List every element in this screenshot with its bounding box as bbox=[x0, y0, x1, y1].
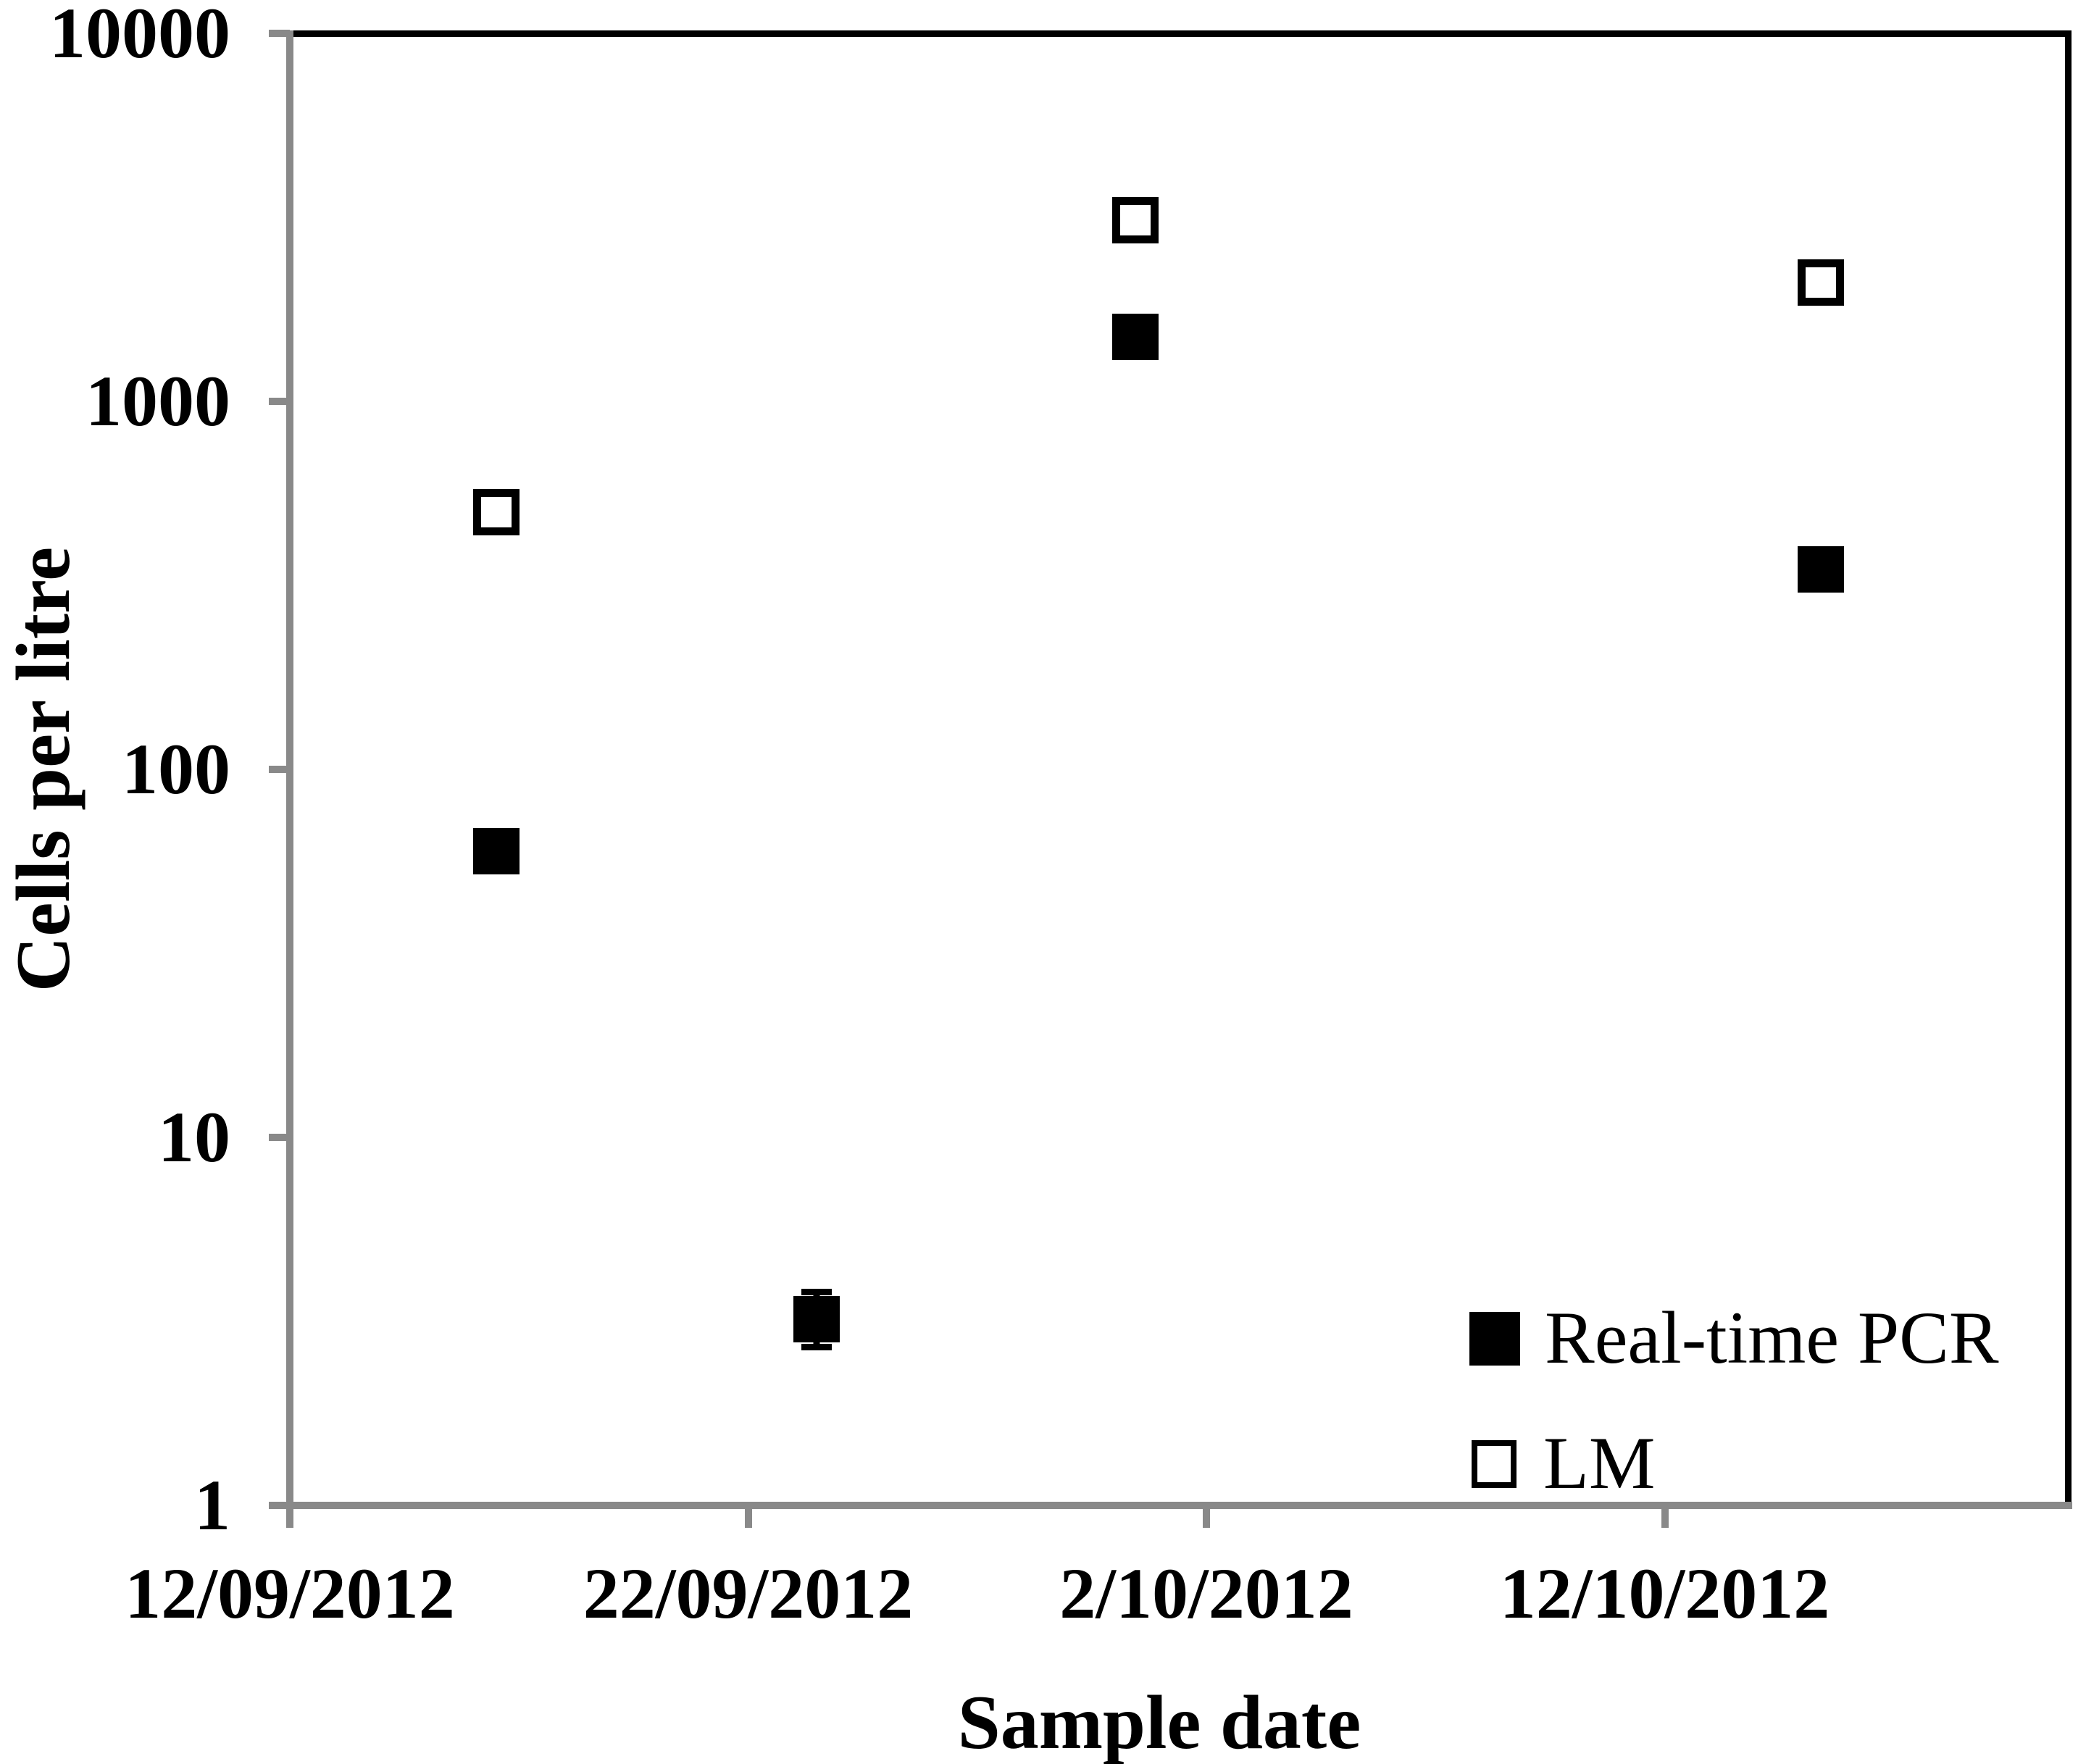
y-tick-label-10: 10 bbox=[158, 1097, 230, 1177]
legend-label-lm: LM bbox=[1543, 1422, 1656, 1505]
y-tick-label-100: 100 bbox=[122, 729, 230, 809]
y-tick-10000 bbox=[269, 30, 290, 37]
y-tick-10 bbox=[269, 1134, 290, 1141]
legend-item-real-time-pcr: Real-time PCR bbox=[1469, 1301, 1999, 1376]
y-tick-label-1: 1 bbox=[194, 1465, 230, 1545]
y-axis-line bbox=[286, 30, 293, 1527]
x-axis-line bbox=[286, 1502, 2072, 1509]
data-point-real-time-pcr-2 bbox=[793, 1296, 840, 1343]
x-tick-1 bbox=[286, 1509, 293, 1528]
data-point-lm-2 bbox=[1111, 197, 1159, 244]
filled-square-icon bbox=[1469, 1311, 1520, 1366]
x-tick-3 bbox=[1203, 1509, 1210, 1528]
y-axis-title: Cells per litre bbox=[1, 546, 85, 992]
y-tick-1 bbox=[269, 1502, 290, 1509]
legend-label-real-time-pcr: Real-time PCR bbox=[1545, 1297, 1999, 1379]
x-tick-label-3: 2/10/2012 bbox=[1059, 1553, 1353, 1634]
x-axis-title: Sample date bbox=[957, 1680, 1361, 1764]
x-tick-label-1: 12/09/2012 bbox=[125, 1553, 455, 1634]
error-bar-cap-top bbox=[801, 1289, 833, 1296]
data-point-lm-3 bbox=[1797, 259, 1844, 306]
data-point-real-time-pcr-1 bbox=[472, 827, 520, 874]
error-bar-cap-bottom bbox=[801, 1343, 833, 1350]
plot-right-border bbox=[2065, 30, 2072, 1505]
data-point-real-time-pcr-3 bbox=[1111, 313, 1159, 360]
y-tick-label-1000: 1000 bbox=[85, 361, 230, 441]
x-tick-label-4: 12/10/2012 bbox=[1499, 1553, 1830, 1634]
legend-item-lm: LM bbox=[1469, 1426, 1999, 1501]
legend: Real-time PCR LM bbox=[1469, 1301, 1999, 1501]
plot-top-border bbox=[290, 30, 2071, 37]
x-tick-label-2: 22/09/2012 bbox=[583, 1553, 914, 1634]
y-tick-100 bbox=[269, 766, 290, 773]
x-tick-4 bbox=[1661, 1509, 1669, 1528]
y-tick-label-10000: 10000 bbox=[49, 0, 230, 73]
y-tick-1000 bbox=[269, 398, 290, 405]
x-tick-2 bbox=[744, 1509, 752, 1528]
data-point-real-time-pcr-4 bbox=[1797, 545, 1844, 593]
open-square-icon bbox=[1472, 1439, 1516, 1488]
data-point-lm-1 bbox=[472, 488, 520, 535]
